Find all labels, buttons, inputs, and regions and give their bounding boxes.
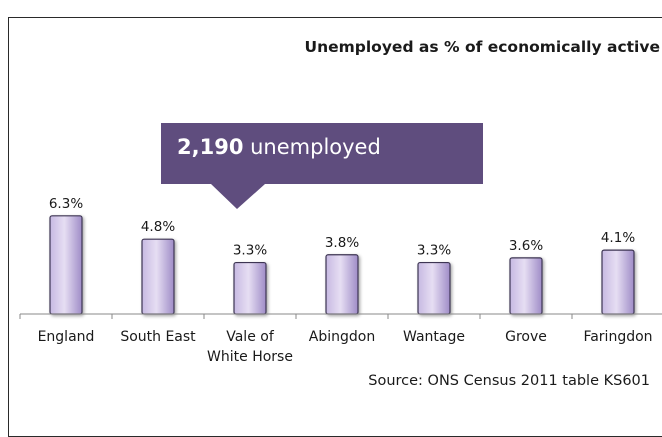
category-label: Faringdon (583, 329, 652, 345)
chart-title: Unemployed as % of economically active (304, 38, 660, 56)
data-label: 6.3% (49, 196, 83, 212)
bar-abingdon (325, 254, 359, 315)
callout-shape (161, 123, 483, 209)
bar-south-east (141, 238, 175, 315)
data-label: 3.3% (233, 243, 267, 259)
category-label: Wantage (403, 329, 465, 345)
annotation-callout: 2,190 unemployed (161, 123, 483, 209)
annotation-number: 2,190 (177, 135, 244, 159)
category-label: Abingdon (309, 329, 375, 345)
bar-grove (509, 257, 543, 315)
category-label: White Horse (207, 349, 293, 365)
plot-area: 6.3% England 4.8% South East 3.3% Vale of Whit… (19, 196, 662, 365)
source-note: Source: ONS Census 2011 table KS601 (368, 373, 650, 389)
data-label: 4.8% (141, 219, 175, 235)
bar-england (49, 215, 83, 315)
category-label: South East (120, 329, 196, 345)
category-label: Vale of (226, 329, 275, 345)
data-label: 3.8% (325, 235, 359, 251)
category-label: England (38, 329, 95, 345)
annotation-text: unemployed (243, 135, 381, 159)
bar-wantage (417, 261, 451, 315)
data-label: 3.6% (509, 238, 543, 254)
data-label: 4.1% (601, 230, 635, 246)
bar-faringdon (601, 249, 635, 315)
category-label: Grove (505, 329, 547, 345)
data-label: 3.3% (417, 243, 451, 259)
bar-vale-of-white-horse (233, 261, 267, 315)
